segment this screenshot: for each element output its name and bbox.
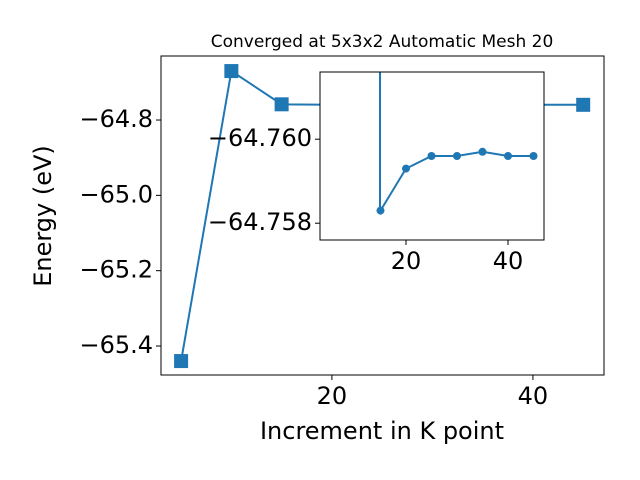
y-tick-label: −65.0 (79, 180, 153, 208)
chart-title: Converged at 5x3x2 Automatic Mesh 20 (211, 32, 554, 52)
x-tick-label: 20 (317, 382, 348, 410)
x-tick-label: 20 (391, 247, 422, 275)
x-tick-label: 40 (518, 382, 549, 410)
marker (529, 152, 538, 160)
marker (224, 64, 239, 79)
y-tick-label: −65.2 (79, 256, 153, 284)
marker (427, 152, 436, 160)
marker (478, 147, 487, 156)
axes-frame (319, 71, 545, 241)
y-axis-label: Energy (eV) (29, 145, 57, 287)
y-tick-label: −65.4 (79, 331, 153, 359)
inset-plot: 20 40 −64.760 −64.758 (208, 71, 545, 275)
marker (174, 354, 189, 369)
marker (503, 152, 512, 160)
y-tick-label: −64.760 (208, 124, 312, 152)
x-tick-label: 40 (493, 247, 524, 275)
marker (452, 152, 461, 160)
axes-frame (160, 55, 605, 376)
y-tick-label: −64.758 (208, 208, 312, 236)
marker (401, 164, 410, 173)
plot-area (376, 147, 538, 215)
y-tick-label: −64.8 (79, 105, 153, 133)
marker (376, 206, 385, 215)
marker (274, 97, 289, 112)
marker (576, 97, 591, 112)
x-axis-label: Increment in K point (260, 417, 504, 445)
